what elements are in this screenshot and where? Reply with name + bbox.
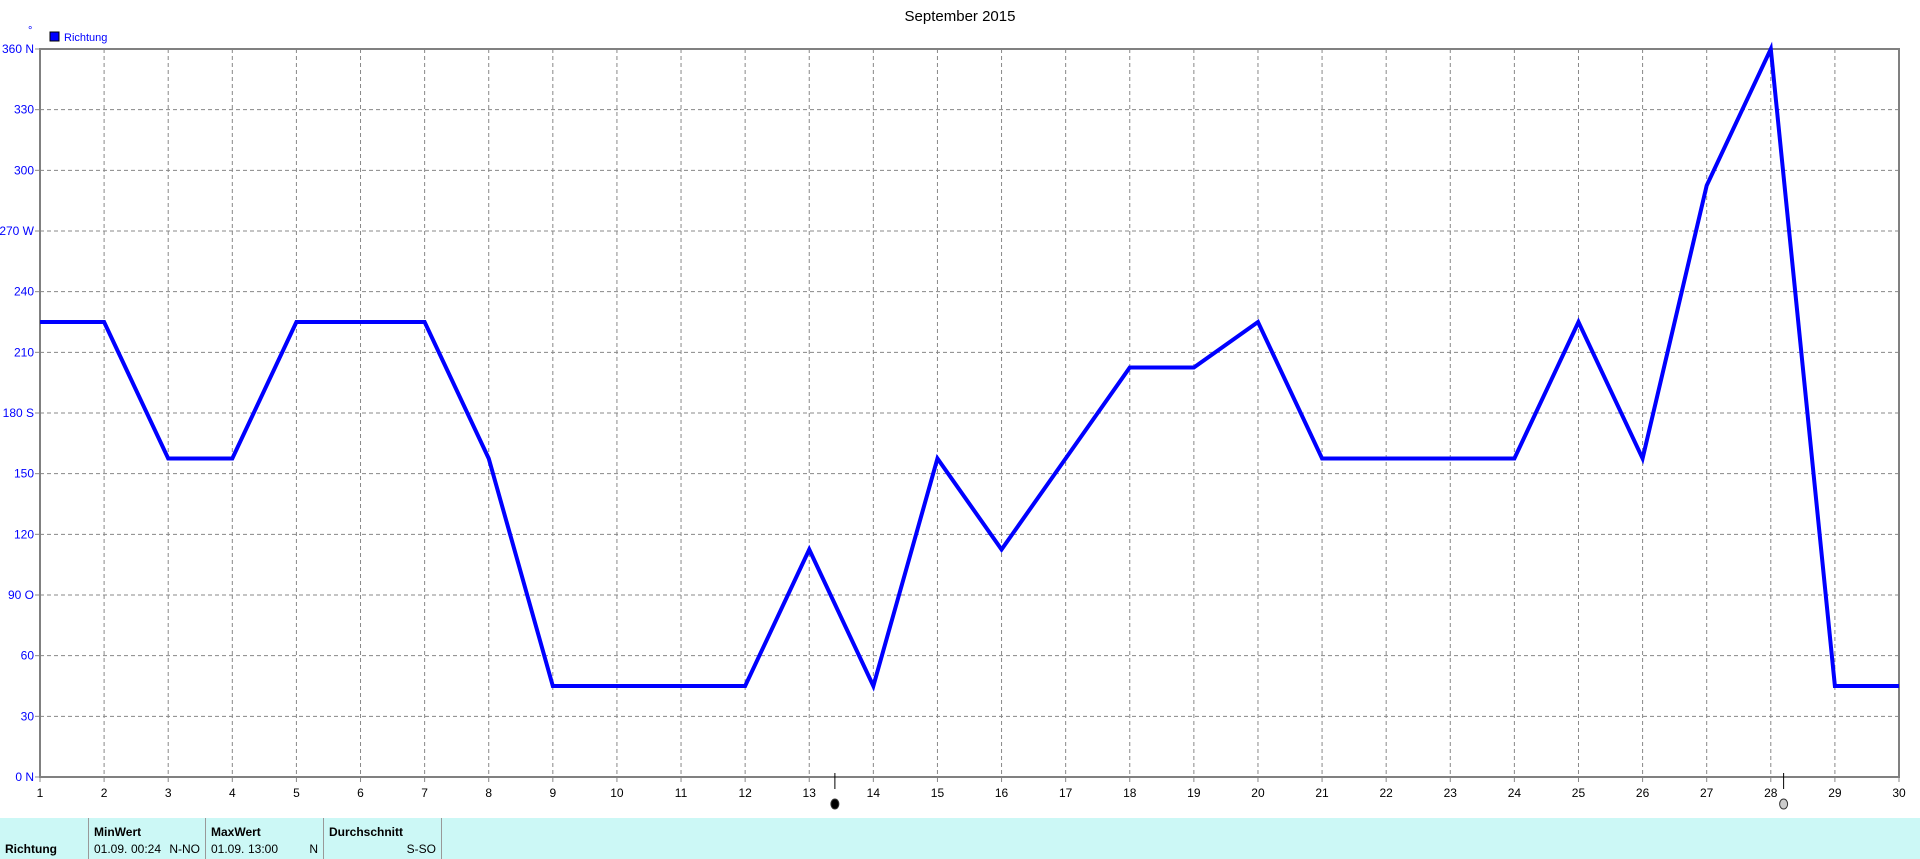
y-tick-label: 90 O — [8, 588, 34, 602]
stats-footer: Richtung MinWert 01.09. 00:24 N-NO MaxWe… — [0, 818, 1920, 859]
max-header: MaxWert — [211, 825, 261, 839]
min-cell: MinWert 01.09. 00:24 N-NO — [89, 818, 206, 859]
x-tick-label: 22 — [1379, 786, 1393, 800]
x-tick-label: 17 — [1059, 786, 1073, 800]
y-axis-unit: ° — [28, 25, 32, 37]
y-tick-label: 0 N — [15, 770, 34, 784]
x-tick-label: 5 — [293, 786, 300, 800]
full-moon-icon — [1779, 798, 1789, 810]
x-tick-label: 2 — [101, 786, 108, 800]
x-tick-label: 13 — [803, 786, 817, 800]
y-tick-label: 300 — [14, 163, 34, 177]
x-tick-label: 19 — [1187, 786, 1201, 800]
y-tick-label: 180 S — [3, 406, 34, 420]
y-tick-label: 120 — [14, 527, 34, 541]
y-tick-label: 330 — [14, 103, 34, 117]
x-tick-label: 15 — [931, 786, 945, 800]
row-label: Richtung — [5, 842, 57, 856]
chart-title: September 2015 — [905, 8, 1016, 25]
legend-swatch — [49, 31, 60, 42]
direction-chart: September 2015 ° Richtung 1 2 3 4 5 6 7 8 9 10 11 1… — [0, 8, 1906, 810]
x-tick-label: 14 — [867, 786, 881, 800]
x-tick-label: 23 — [1444, 786, 1458, 800]
avg-cell: Durchschnitt S-SO — [324, 818, 442, 859]
y-tick-label: 60 — [21, 649, 35, 663]
x-tick-label: 8 — [485, 786, 492, 800]
min-value: N-NO — [169, 842, 200, 856]
x-tick-label: 28 — [1764, 786, 1778, 800]
x-tick-label: 10 — [610, 786, 624, 800]
x-tick-label: 18 — [1123, 786, 1137, 800]
x-tick-label: 24 — [1508, 786, 1522, 800]
max-time: 13:00 — [248, 842, 279, 856]
max-value: N — [309, 842, 318, 856]
series-line-richtung — [40, 41, 1899, 692]
x-tick-label: 9 — [549, 786, 556, 800]
y-tick-label: 270 W — [0, 224, 35, 238]
stats-row-label-cell: Richtung — [0, 818, 89, 859]
y-tick-label: 240 — [14, 285, 34, 299]
x-tick-label: 30 — [1892, 786, 1906, 800]
legend-label: Richtung — [64, 32, 107, 44]
min-header: MinWert — [94, 825, 142, 839]
x-tick-label: 1 — [37, 786, 44, 800]
x-tick-label: 16 — [995, 786, 1009, 800]
x-tick-label: 21 — [1315, 786, 1329, 800]
avg-value: S-SO — [406, 842, 436, 856]
min-date: 01.09. — [94, 842, 128, 856]
max-date: 01.09. — [211, 842, 245, 856]
y-tick-label: 210 — [14, 345, 34, 359]
avg-header: Durchschnitt — [329, 825, 404, 839]
max-cell: MaxWert 01.09. 13:00 N — [206, 818, 324, 859]
x-tick-label: 25 — [1572, 786, 1586, 800]
new-moon-icon — [830, 798, 840, 810]
y-tick-label: 150 — [14, 467, 34, 481]
y-tick-label: 30 — [21, 709, 35, 723]
x-tick-label: 26 — [1636, 786, 1650, 800]
plot-frame — [39, 48, 1900, 778]
x-tick-label: 29 — [1828, 786, 1842, 800]
x-tick-label: 11 — [675, 786, 688, 800]
y-tick-label: 360 N — [2, 42, 34, 56]
x-tick-label: 4 — [229, 786, 236, 800]
x-tick-label: 20 — [1251, 786, 1265, 800]
x-tick-label: 27 — [1700, 786, 1714, 800]
x-tick-label: 12 — [738, 786, 752, 800]
x-tick-label: 7 — [421, 786, 428, 800]
x-tick-label: 6 — [357, 786, 364, 800]
min-time: 00:24 — [131, 842, 162, 856]
x-tick-label: 3 — [165, 786, 172, 800]
